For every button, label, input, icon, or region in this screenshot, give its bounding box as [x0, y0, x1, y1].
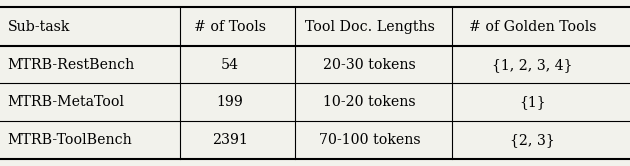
Text: 20-30 tokens: 20-30 tokens: [323, 58, 416, 72]
Text: 199: 199: [217, 95, 243, 109]
Text: 54: 54: [221, 58, 239, 72]
Text: Tool Doc. Lengths: Tool Doc. Lengths: [305, 20, 435, 34]
Text: # of Golden Tools: # of Golden Tools: [469, 20, 596, 34]
Text: MTRB-MetaTool: MTRB-MetaTool: [8, 95, 125, 109]
Text: Sub-task: Sub-task: [8, 20, 70, 34]
Text: {1, 2, 3, 4}: {1, 2, 3, 4}: [492, 58, 573, 72]
Text: # of Tools: # of Tools: [194, 20, 266, 34]
Text: 70-100 tokens: 70-100 tokens: [319, 133, 421, 147]
Text: MTRB-ToolBench: MTRB-ToolBench: [8, 133, 132, 147]
Text: 2391: 2391: [212, 133, 248, 147]
Text: 10-20 tokens: 10-20 tokens: [323, 95, 416, 109]
Text: {2, 3}: {2, 3}: [510, 133, 555, 147]
Text: {1}: {1}: [519, 95, 546, 109]
Text: MTRB-RestBench: MTRB-RestBench: [8, 58, 135, 72]
